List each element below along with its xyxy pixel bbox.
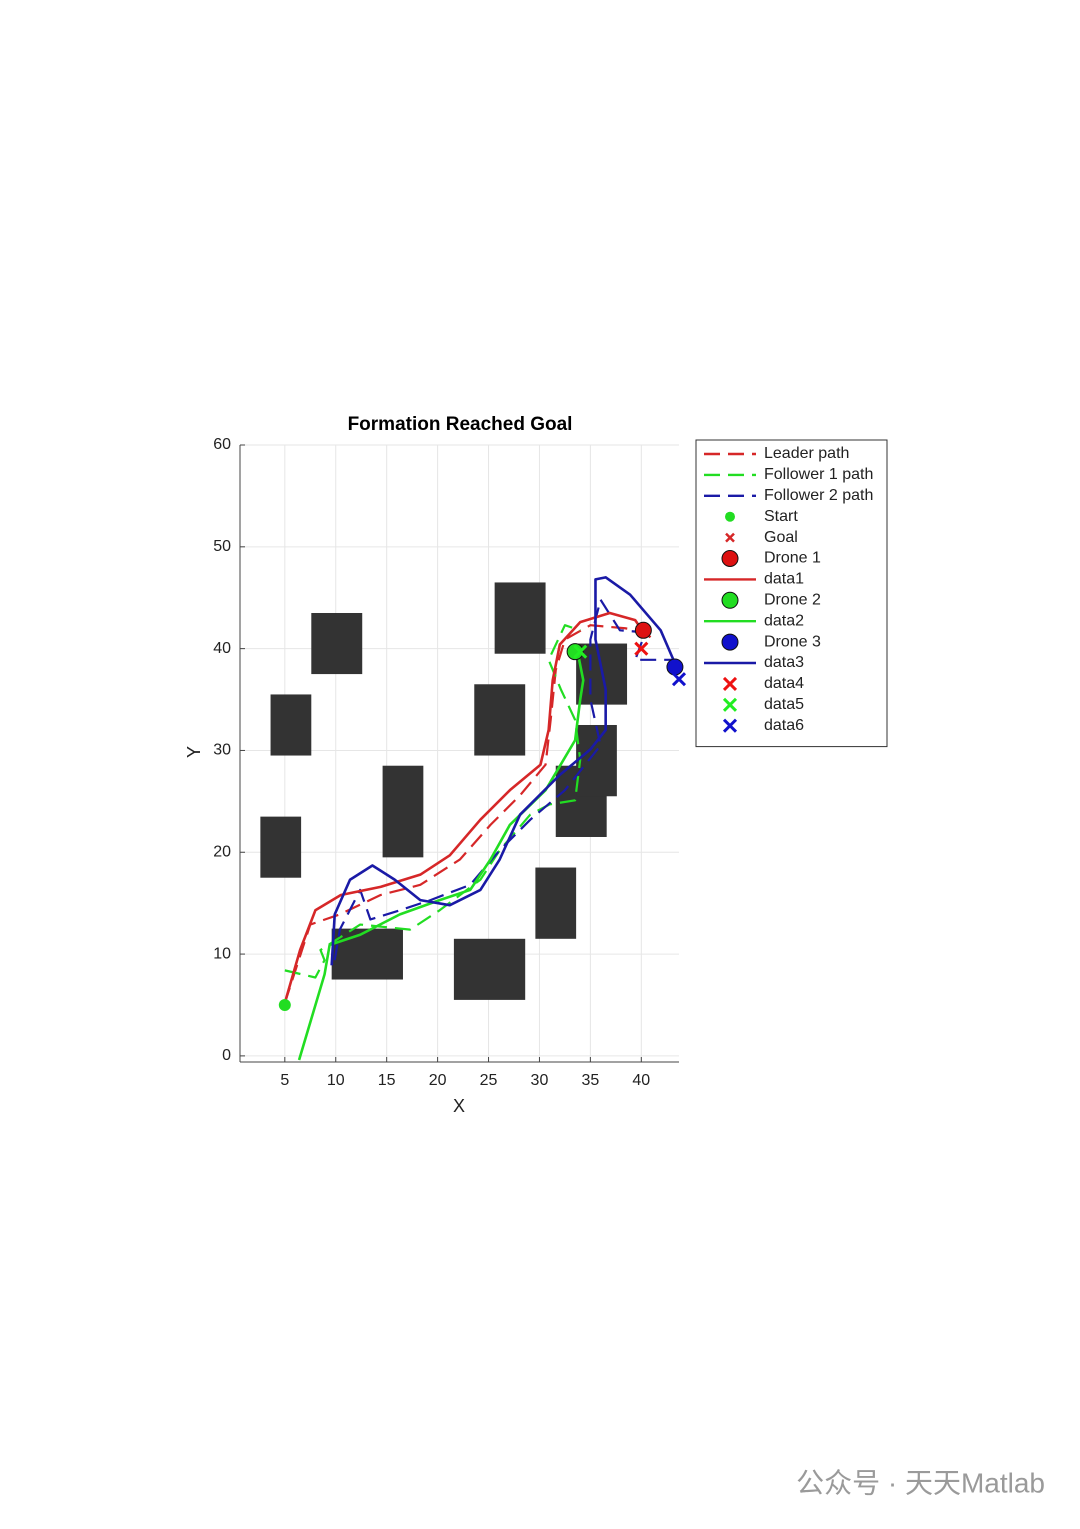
x-tick-label: 5 [280,1072,289,1089]
obstacle [535,867,577,939]
x-axis-label: X [453,1096,465,1116]
watermark: 公众号 · 天天Matlab [796,1467,1045,1498]
x-tick-label: 25 [480,1072,498,1089]
obstacle [576,724,617,797]
legend-entry: Drone 2 [764,592,821,609]
legend-swatch [722,676,738,691]
legend-entry: data4 [764,675,804,692]
drone-marker [666,658,684,676]
obstacle [270,694,312,756]
legend-swatch [725,532,735,543]
legend-entry: Follower 1 path [764,466,873,483]
trajectory [283,624,651,1004]
legend-entry: Start [764,508,798,525]
legend-entry: Drone 3 [764,633,821,650]
x-tick-label: 40 [632,1072,650,1089]
obstacle [494,582,546,654]
x-tick-label: 30 [531,1072,549,1089]
obstacle [260,816,302,878]
y-tick-label: 50 [213,538,231,555]
legend-entry: data3 [764,654,804,671]
legend-swatch [722,697,738,712]
x-tick-label: 10 [327,1072,345,1089]
legend-entry: data5 [764,696,804,713]
obstacle [453,938,526,1000]
legend-entry: data2 [764,612,804,629]
legend-swatch [721,550,739,567]
legend-swatch [725,511,735,522]
trajectory [283,611,645,1004]
y-axis-label: Y [184,746,204,758]
trajectory [333,598,675,961]
chart-title: Formation Reached Goal [348,414,573,435]
cross-marker [671,672,687,687]
cross-marker [573,644,588,659]
y-tick-label: 10 [213,945,231,962]
legend-entry: data6 [764,717,804,734]
legend-entry: data1 [764,571,804,588]
legend-entry: Goal [764,529,798,546]
y-tick-label: 20 [213,843,231,860]
legend-entry: Drone 1 [764,550,821,567]
y-tick-label: 30 [213,742,231,759]
legend-swatch [722,718,738,733]
obstacle [382,765,424,858]
y-tick-label: 60 [213,436,231,453]
y-tick-label: 40 [213,640,231,657]
obstacle [474,684,526,756]
x-tick-label: 35 [581,1072,599,1089]
trajectory [284,624,582,979]
drone-marker [566,643,584,661]
start-marker [278,998,291,1011]
legend-entry: Follower 2 path [764,487,873,504]
x-tick-label: 15 [378,1072,396,1089]
obstacle [311,612,363,675]
obstacle [331,928,403,980]
legend-entry: Leader path [764,445,849,462]
y-tick-label: 0 [222,1047,231,1064]
trajectory [297,654,585,1061]
trajectory [330,576,679,966]
legend-swatch [721,591,739,609]
cross-marker [634,641,649,656]
legend-swatch [721,633,739,651]
drone-marker [634,621,652,639]
x-tick-label: 20 [429,1072,447,1089]
